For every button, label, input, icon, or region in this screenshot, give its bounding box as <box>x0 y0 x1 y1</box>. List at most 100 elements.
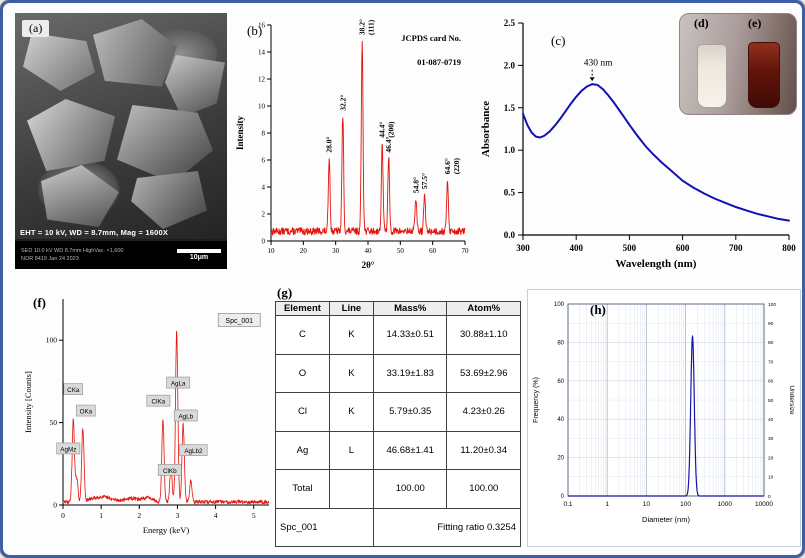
svg-text:10: 10 <box>258 103 266 111</box>
svg-text:40: 40 <box>365 247 373 255</box>
table-row: Total 100.00 100.00 <box>275 469 521 509</box>
svg-text:44.4°: 44.4° <box>378 122 387 138</box>
svg-text:32.2°: 32.2° <box>338 95 347 111</box>
svg-text:0: 0 <box>768 494 771 500</box>
table-row: O K 33.19±1.83 53.69±2.96 <box>275 353 521 393</box>
panel-label-c: (c) <box>551 33 566 48</box>
svg-text:2: 2 <box>262 211 266 219</box>
svg-text:(111): (111) <box>367 19 376 35</box>
panel-label-b: (b) <box>247 23 263 38</box>
xrd-panel: (b) 10 20 30 40 50 60 70 0 2 4 6 8 10 12 14 16 Intensity… <box>233 11 473 283</box>
table-cell: 30.88±1.10 <box>446 315 521 355</box>
svg-text:Undersize: Undersize <box>788 385 795 415</box>
sem-particle <box>165 55 225 117</box>
svg-text:Wavelength (nm): Wavelength (nm) <box>616 258 697 270</box>
svg-text:80: 80 <box>768 340 774 346</box>
table-row: Cl K 5.79±0.35 4.23±0.26 <box>275 392 521 432</box>
sem-status-line2: NOR 8419 Jan 24 2023 <box>21 256 79 262</box>
svg-text:JCPDS card No.: JCPDS card No. <box>401 33 461 43</box>
svg-text:0.0: 0.0 <box>504 230 516 240</box>
svg-text:0: 0 <box>61 511 65 520</box>
svg-text:46.4°: 46.4° <box>384 137 393 153</box>
svg-text:50: 50 <box>768 398 774 404</box>
panel-label-g: (g) <box>277 285 293 300</box>
vials-photo: (d) (e) <box>679 13 797 115</box>
svg-text:(200): (200) <box>387 121 396 138</box>
svg-text:AgLa: AgLa <box>171 381 186 388</box>
svg-text:10000: 10000 <box>755 501 773 508</box>
sem-panel: (a) EHT = 10 kV, WD = 8.7mm, Mag = 1600X… <box>15 13 227 269</box>
dls-panel: (h) 0.1 1 10 100 1000 10000 0 20 40 60 80 100 0 10 20 3… <box>527 289 801 547</box>
svg-text:4: 4 <box>262 184 266 192</box>
svg-text:2: 2 <box>137 511 141 520</box>
svg-text:Intensity [Counts]: Intensity [Counts] <box>23 371 33 433</box>
table-cell <box>328 469 374 509</box>
panel-label-d: (d) <box>694 16 709 30</box>
svg-text:300: 300 <box>516 243 530 253</box>
svg-text:800: 800 <box>782 243 796 253</box>
col-element: Element <box>275 301 330 316</box>
svg-text:500: 500 <box>623 243 637 253</box>
svg-text:28.0°: 28.0° <box>325 137 334 153</box>
svg-text:20: 20 <box>768 455 774 461</box>
svg-text:38.2°: 38.2° <box>358 19 367 35</box>
panel-label-h: (h) <box>590 302 606 317</box>
svg-text:1.0: 1.0 <box>504 145 516 155</box>
svg-text:2.0: 2.0 <box>504 60 516 70</box>
svg-text:AgLb: AgLb <box>178 414 193 421</box>
col-atom: Atom% <box>446 301 521 316</box>
table-cell: 4.23±0.26 <box>446 392 521 432</box>
table-cell: K <box>328 353 374 393</box>
svg-text:CKa: CKa <box>67 387 80 394</box>
panel-label-f: (f) <box>33 295 46 310</box>
table-cell: Total <box>275 469 330 509</box>
svg-text:ClKa: ClKa <box>152 399 166 406</box>
svg-text:0: 0 <box>262 238 266 246</box>
svg-text:100: 100 <box>680 501 691 508</box>
svg-text:2θ°: 2θ° <box>362 260 375 270</box>
xrd-trace <box>270 41 466 237</box>
table-cell: 14.33±0.51 <box>372 315 448 355</box>
edx-table-panel: (g) Element Line Mass% Atom% C K 14.33±0.5… <box>273 285 523 551</box>
sem-status-line1: SED 10.0 kV WD 8.7mm HighVac. ×1,600 <box>21 248 124 254</box>
svg-text:4: 4 <box>214 511 218 520</box>
edx-spectrum-panel: (f) 0 1 2 3 4 5 0 50 100 Intensity [Counts] Energy… <box>19 287 279 551</box>
table-footer-row: Spc_001 Fitting ratio 0.3254 <box>275 507 522 547</box>
table-row: C K 14.33±0.51 30.88±1.10 <box>275 315 521 355</box>
svg-text:0: 0 <box>561 494 565 500</box>
sem-status-bar: SED 10.0 kV WD 8.7mm HighVac. ×1,600 NOR… <box>15 241 227 269</box>
table-cell: O <box>275 353 330 393</box>
vial-clear <box>697 44 727 108</box>
scale-label: 10μm <box>189 254 209 261</box>
svg-text:700: 700 <box>729 243 743 253</box>
svg-text:01-087-0719: 01-087-0719 <box>417 57 461 67</box>
uvvis-chart: 300 400 500 600 700 800 0.0 0.5 1.0 1.5 2.0 2.5 Abso… <box>480 18 796 270</box>
svg-text:40: 40 <box>768 417 774 423</box>
svg-text:0: 0 <box>53 501 57 510</box>
svg-text:30: 30 <box>768 436 774 442</box>
svg-text:64.6°: 64.6° <box>443 158 452 174</box>
svg-text:8: 8 <box>262 130 266 138</box>
svg-text:3: 3 <box>176 511 180 520</box>
table-cell: 33.19±1.83 <box>372 353 448 393</box>
svg-text:60: 60 <box>557 379 564 385</box>
xrd-chart: 10 20 30 40 50 60 70 0 2 4 6 8 10 12 14 16 Intensity 2θ° J… <box>235 19 469 270</box>
svg-text:Diameter (nm): Diameter (nm) <box>642 515 690 524</box>
svg-text:6: 6 <box>262 157 266 165</box>
sem-particle <box>117 105 213 183</box>
sem-particle <box>93 19 177 87</box>
svg-text:1.5: 1.5 <box>504 103 516 113</box>
svg-text:20: 20 <box>557 456 564 462</box>
sem-particle <box>23 33 95 91</box>
table-cell: K <box>328 392 374 432</box>
svg-text:600: 600 <box>676 243 690 253</box>
svg-text:16: 16 <box>258 22 266 30</box>
svg-text:AgMz: AgMz <box>60 446 76 453</box>
table-footer-right: Fitting ratio 0.3254 <box>372 507 522 547</box>
svg-text:400: 400 <box>569 243 583 253</box>
edx-quant-table: Element Line Mass% Atom% C K 14.33±0.51 30.… <box>275 301 522 547</box>
svg-text:Energy (keV): Energy (keV) <box>143 525 190 535</box>
sem-particle <box>41 165 119 227</box>
svg-text:14: 14 <box>258 49 266 57</box>
